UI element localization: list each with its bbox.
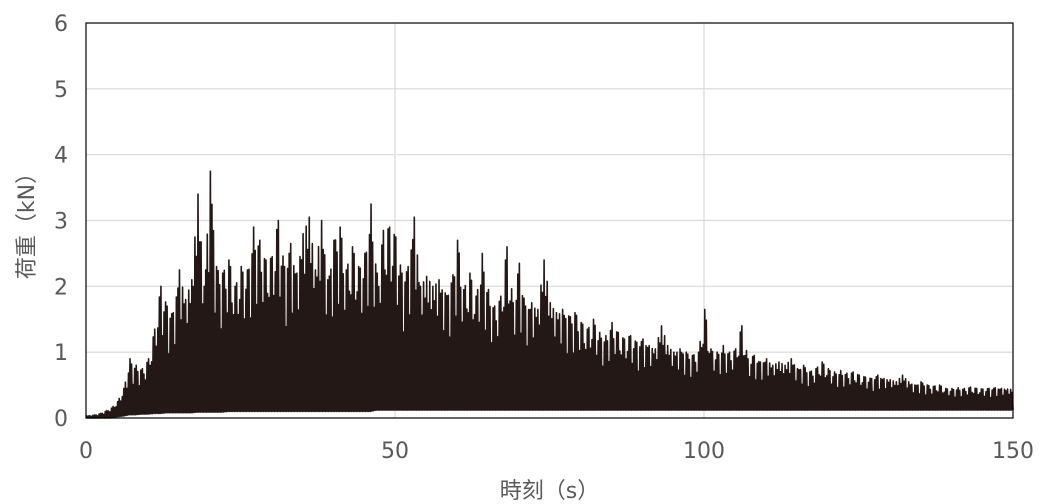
series-layer <box>85 170 1014 419</box>
x-tick-label: 50 <box>381 439 409 464</box>
x-tick-labels: 0 50 100 150 <box>79 439 1034 464</box>
y-tick-label: 2 <box>54 275 68 300</box>
y-tick-label: 6 <box>54 12 68 37</box>
x-tick-label: 100 <box>683 439 725 464</box>
x-axis-title: 時刻（s） <box>500 479 599 504</box>
x-tick-label: 150 <box>992 439 1034 464</box>
x-tick-label: 0 <box>79 439 93 464</box>
y-axis-title: 荷重（kN） <box>15 162 40 279</box>
y-tick-label: 4 <box>54 144 68 169</box>
y-tick-labels: 0 1 2 3 4 5 6 <box>54 12 68 432</box>
y-tick-label: 5 <box>54 78 68 103</box>
y-tick-label: 1 <box>54 341 68 366</box>
series-line-0 <box>85 170 1014 419</box>
plot-frame <box>85 22 1014 419</box>
y-tick-label: 0 <box>54 407 68 432</box>
y-tick-label: 3 <box>54 210 68 235</box>
